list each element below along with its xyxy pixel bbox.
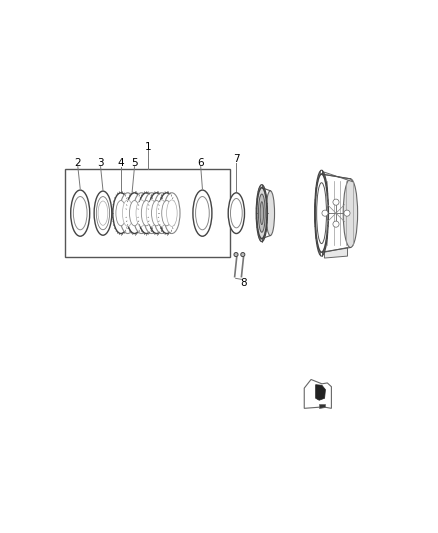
Ellipse shape (266, 191, 275, 236)
Text: 2: 2 (74, 158, 81, 168)
Ellipse shape (143, 193, 159, 233)
Ellipse shape (130, 200, 140, 226)
Ellipse shape (156, 200, 167, 227)
Ellipse shape (123, 200, 133, 227)
Ellipse shape (74, 197, 87, 230)
Circle shape (322, 210, 328, 216)
Polygon shape (319, 404, 325, 408)
Ellipse shape (162, 200, 172, 226)
Bar (321, 174, 368, 252)
Ellipse shape (193, 190, 212, 236)
Text: 3: 3 (97, 158, 104, 168)
Ellipse shape (141, 200, 152, 226)
Ellipse shape (343, 179, 357, 247)
Ellipse shape (98, 201, 108, 225)
Ellipse shape (166, 200, 177, 227)
Polygon shape (316, 385, 325, 400)
Text: 4: 4 (118, 158, 124, 168)
Ellipse shape (116, 200, 126, 226)
Ellipse shape (94, 191, 112, 235)
Ellipse shape (148, 193, 165, 233)
Ellipse shape (154, 193, 170, 233)
Ellipse shape (228, 193, 244, 233)
Text: 6: 6 (198, 158, 204, 168)
Text: 1: 1 (145, 142, 152, 152)
Ellipse shape (96, 197, 110, 230)
Ellipse shape (164, 193, 180, 233)
Ellipse shape (133, 193, 149, 233)
Ellipse shape (258, 194, 265, 232)
Ellipse shape (257, 188, 267, 239)
Ellipse shape (159, 193, 175, 233)
Circle shape (241, 253, 245, 256)
Circle shape (234, 253, 238, 256)
Ellipse shape (230, 198, 242, 228)
Circle shape (333, 221, 339, 227)
Ellipse shape (317, 183, 326, 244)
Ellipse shape (260, 201, 264, 224)
Polygon shape (304, 379, 332, 408)
Ellipse shape (315, 174, 328, 252)
Ellipse shape (71, 190, 90, 236)
Bar (65, 169, 230, 257)
Ellipse shape (146, 200, 157, 227)
Polygon shape (321, 172, 353, 182)
Circle shape (344, 210, 350, 216)
Ellipse shape (120, 193, 136, 233)
Polygon shape (325, 247, 347, 258)
Ellipse shape (113, 193, 129, 233)
Text: 7: 7 (233, 154, 240, 164)
Ellipse shape (136, 200, 147, 227)
Ellipse shape (127, 193, 143, 233)
Ellipse shape (138, 193, 155, 233)
Ellipse shape (152, 200, 162, 226)
Circle shape (333, 199, 339, 205)
Text: 5: 5 (131, 158, 138, 168)
Ellipse shape (196, 197, 209, 230)
Text: 8: 8 (240, 278, 247, 288)
